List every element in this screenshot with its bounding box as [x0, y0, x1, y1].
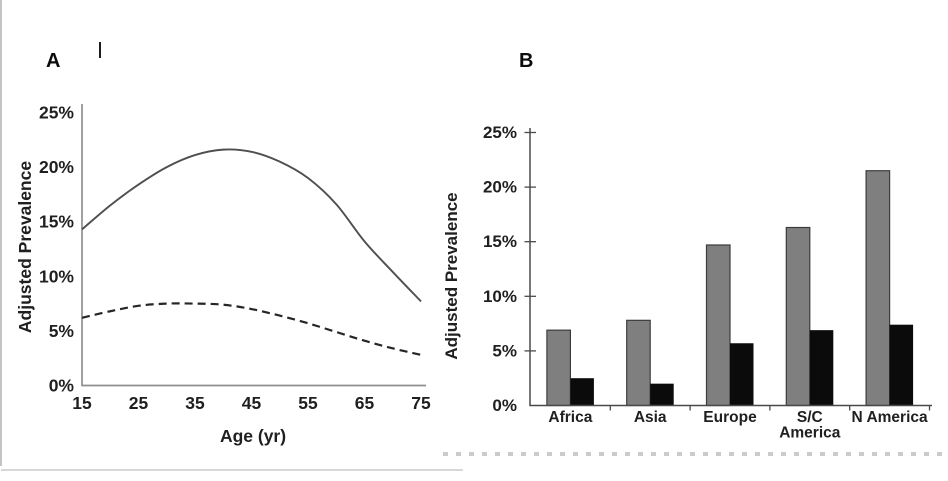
bar-africa-gray	[546, 329, 572, 407]
panel-b-ytick-label: 10%	[483, 287, 517, 306]
page-left-border	[0, 0, 2, 466]
bar-africa-black	[570, 378, 594, 406]
panel-a-ytick-label: 20%	[39, 157, 74, 177]
panel-a-xtick-label: 25	[129, 393, 149, 413]
panel-b-chart: 0% 5% 10% 15% 20% 25% Africa Asia Europe S/CAmeri…	[442, 123, 932, 442]
panel-b-label: B	[519, 50, 534, 72]
panel-a-ytick-label: 15%	[39, 212, 74, 232]
panel-a-ytick-label: 5%	[49, 321, 75, 341]
panel-b-ytick-label: 20%	[483, 178, 517, 197]
panel-a-xtick-label: 65	[355, 393, 375, 413]
panel-a-ytick-label: 10%	[39, 266, 74, 286]
bar-asia-gray	[626, 319, 651, 407]
panel-a-xtick-label: 45	[242, 393, 262, 413]
panel-b-axes	[529, 128, 932, 407]
panel-b-category-label: Asia	[634, 409, 667, 426]
panel-b-ytick-label: 15%	[483, 232, 517, 251]
panel-a-ytick-label: 25%	[39, 103, 74, 123]
bar-europe-black	[730, 343, 754, 406]
bar-n-america-black	[889, 324, 914, 406]
panel-a-xtick-label: 55	[298, 393, 318, 413]
bar-s-c-america-black	[809, 330, 834, 406]
solid-curve	[81, 148, 422, 303]
panel-b-ytick-label: 5%	[492, 341, 517, 360]
panel-b-yaxis-title: Adjusted Prevalence	[442, 192, 461, 359]
panel-a-yaxis-title: Adjusted Prevalence	[15, 161, 35, 333]
panel-b-category-label: S/C	[797, 409, 823, 426]
bar-s-c-america-gray	[785, 226, 811, 407]
panel-b-category-label: N America	[852, 409, 928, 426]
panel-a-xtick-label: 35	[185, 393, 205, 413]
panel-a-axes	[81, 104, 426, 387]
panel-b-category-label: America	[779, 425, 841, 442]
bar-europe-gray	[705, 244, 731, 407]
panel-b-category-label: Africa	[548, 409, 592, 426]
bar-n-america-gray	[865, 170, 891, 407]
panel-b-ytick-label: 25%	[483, 123, 517, 142]
dashed-curve	[81, 302, 422, 356]
page-bottom-border	[1, 469, 463, 471]
panel-a-label: A	[46, 50, 61, 72]
bar-asia-black	[650, 383, 674, 406]
panel-a-xtick-label: 75	[411, 393, 431, 413]
text-cursor	[99, 42, 101, 58]
panel-b-category-label: Europe	[703, 409, 757, 426]
panel-a-xtick-label: 15	[72, 393, 92, 413]
panel-a-ytick-label: 0%	[49, 376, 75, 396]
panel-b-ytick-label: 0%	[492, 396, 517, 415]
panel-a-chart: 0% 5% 10% 15% 20% 25% 15 25 35 45 55 65 75 Age (yr) Ad…	[15, 103, 431, 447]
panel-a-xaxis-title: Age (yr)	[220, 426, 286, 446]
cropped-caption-remnant	[443, 452, 943, 456]
